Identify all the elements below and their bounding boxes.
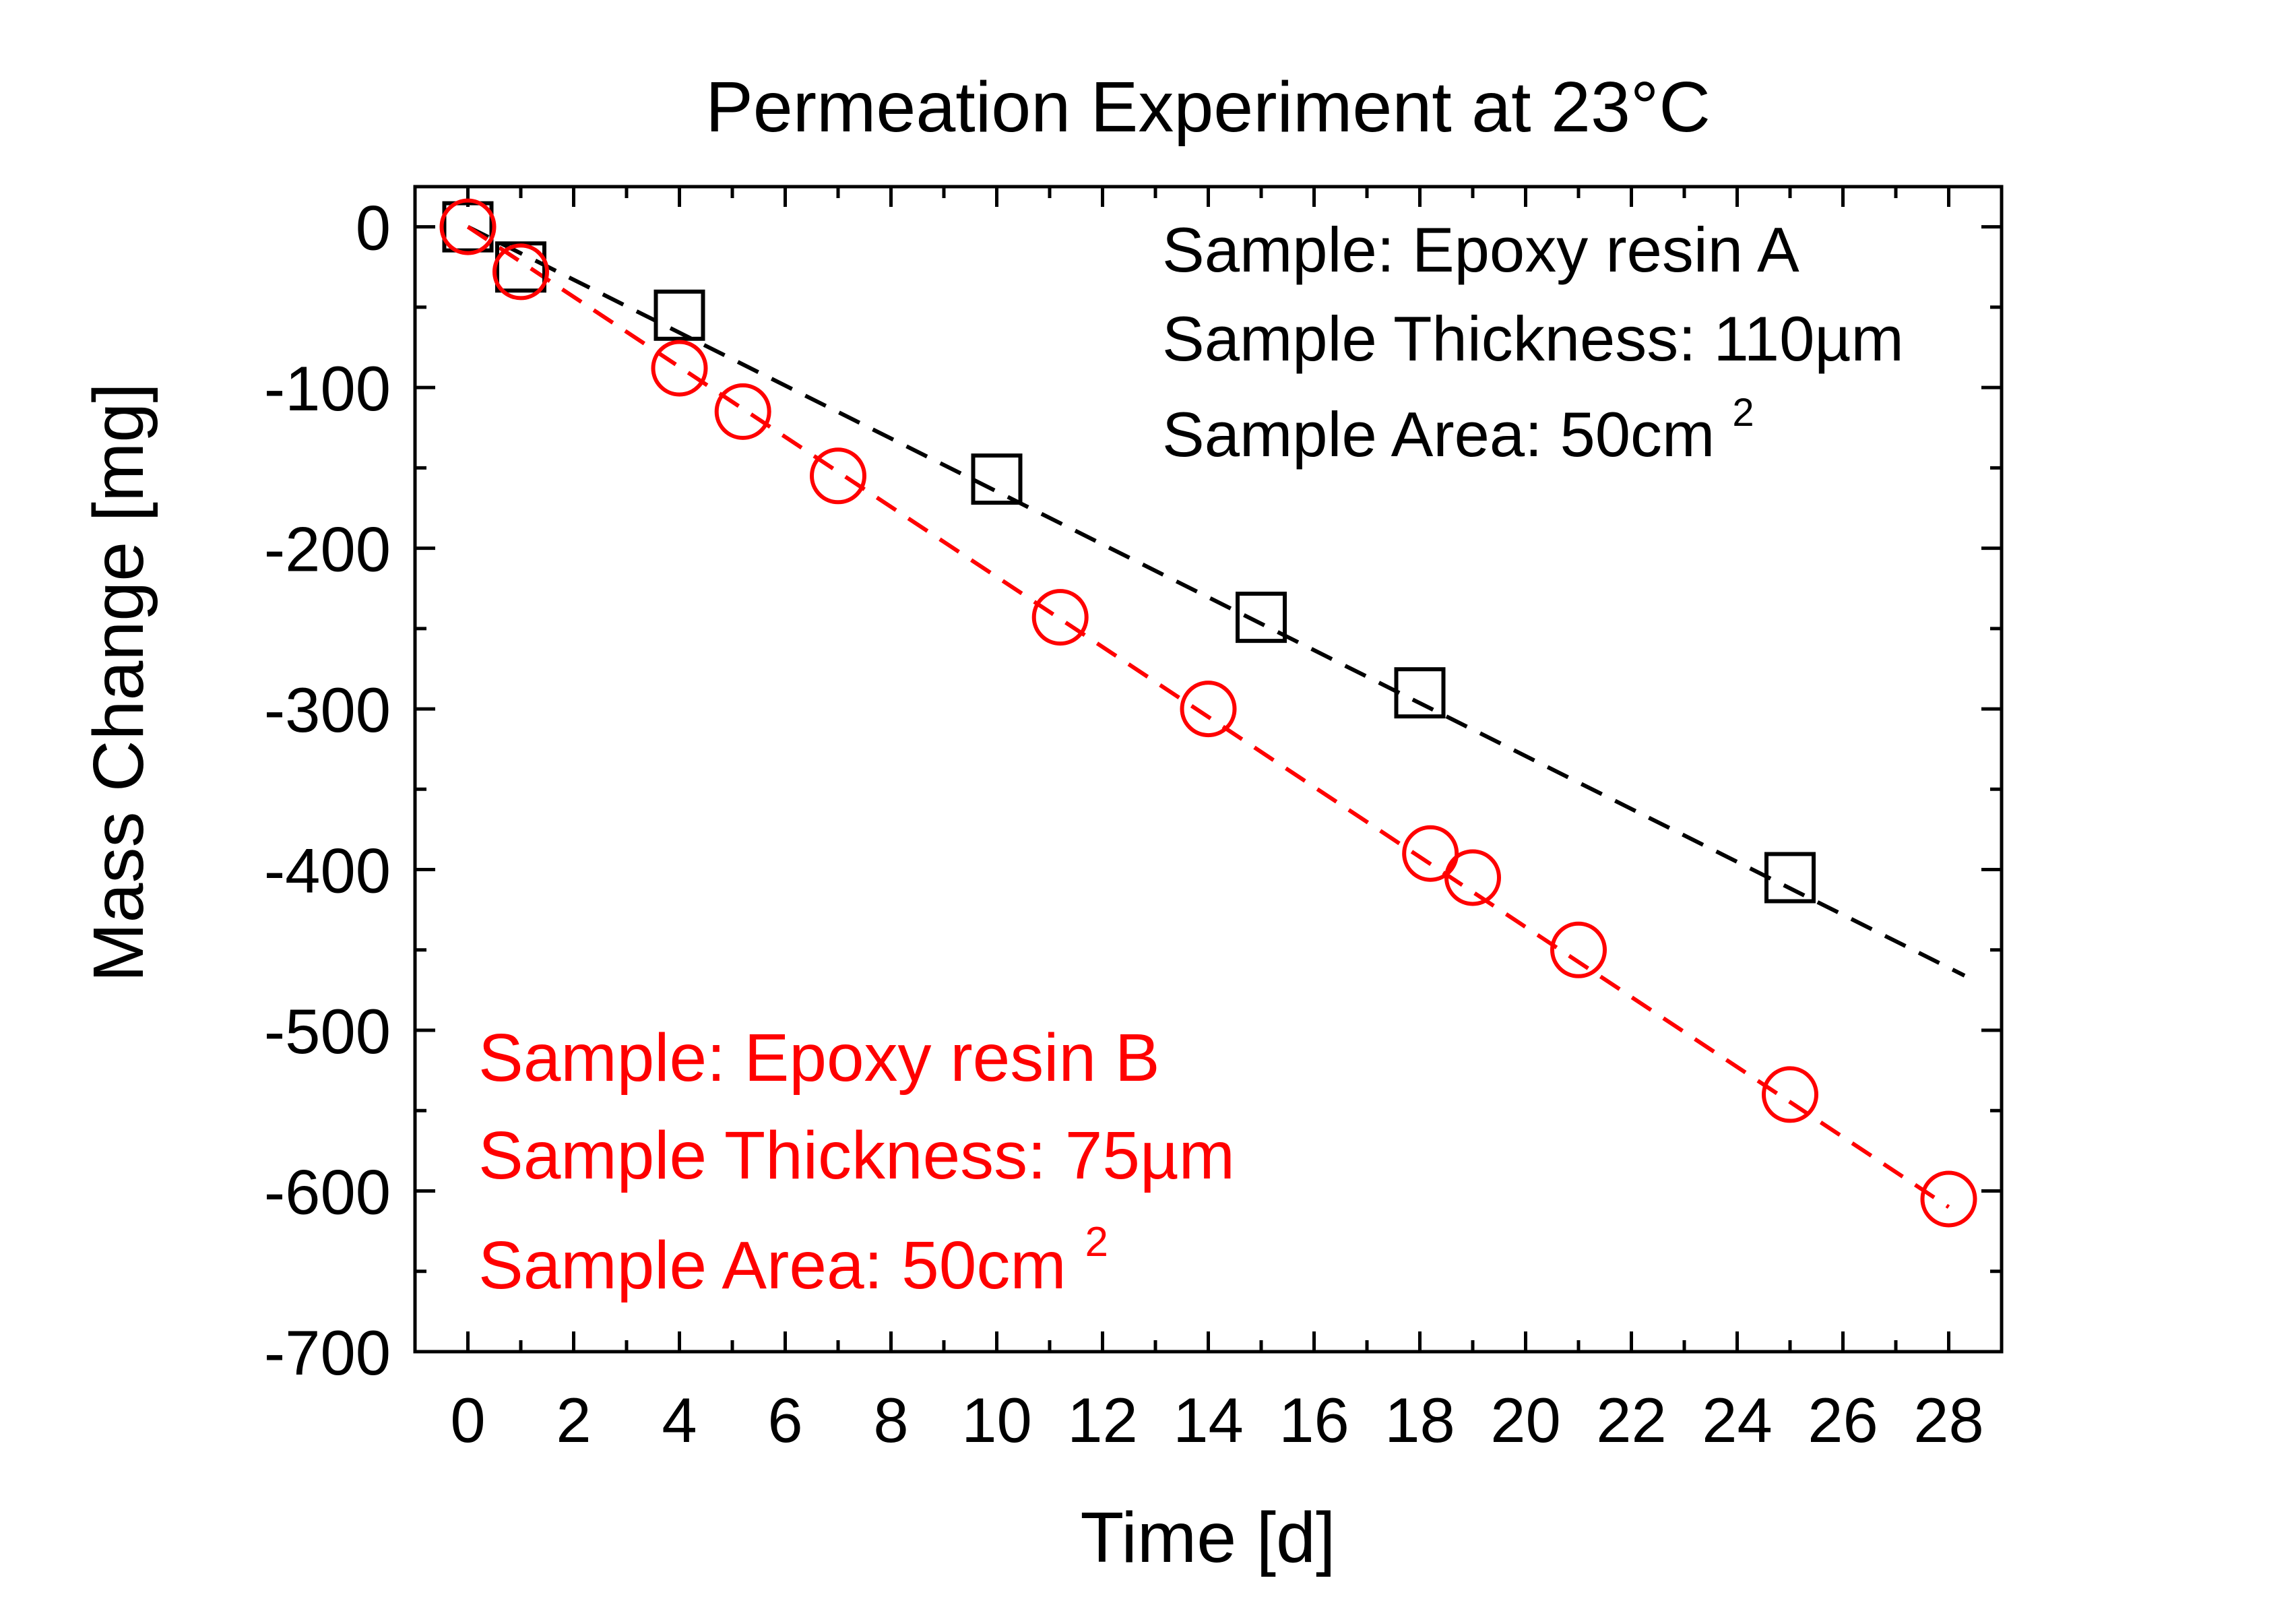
x-tick-label: 24: [1702, 1385, 1773, 1455]
x-tick-label: 8: [873, 1385, 908, 1455]
annotation-a-line3: Sample Area: 50cm: [1162, 399, 1715, 470]
circle-marker: [1402, 825, 1459, 882]
y-ticks: 0 -100 -200 -300 -400 -500 -600 -700: [264, 193, 2002, 1388]
x-tick-label: 2: [556, 1385, 591, 1455]
y-tick-label: -600: [264, 1157, 391, 1228]
y-axis-label: Mass Change [mg]: [79, 383, 158, 982]
x-ticks: 0 2 4 6 8 10 12 14 16 18 20 22 24 26 28: [450, 187, 1984, 1455]
x-axis-label: Time [d]: [1081, 1498, 1336, 1577]
x-tick-label: 14: [1173, 1385, 1244, 1455]
x-tick-label: 22: [1596, 1385, 1667, 1455]
circle-marker: [1762, 1066, 1818, 1123]
square-marker: [971, 453, 1023, 505]
annotation-b-line1: Sample: Epoxy resin B: [478, 1020, 1160, 1096]
fit-line-1: [467, 224, 1966, 978]
square-marker: [1764, 852, 1816, 904]
annotation-b-line2: Sample Thickness: 75µm: [478, 1118, 1235, 1193]
y-tick-label: -400: [264, 836, 391, 906]
annotation-a: Sample: Epoxy resin A Sample Thickness: …: [1162, 214, 1921, 470]
x-tick-label: 12: [1067, 1385, 1138, 1455]
circle-marker: [1031, 589, 1089, 646]
annotation-b-line3: Sample Area: 50cm: [478, 1228, 1066, 1303]
x-tick-label: 0: [450, 1385, 485, 1455]
circle-marker: [492, 243, 549, 301]
x-tick-label: 18: [1384, 1385, 1455, 1455]
square-marker: [495, 241, 546, 293]
fit-line-2: [466, 225, 1950, 1209]
circle-marker: [1920, 1170, 1977, 1228]
y-tick-label: -100: [264, 353, 391, 424]
circle-marker: [810, 447, 866, 505]
y-axis-label-group: Mass Change [mg]: [79, 383, 158, 982]
x-tick-label: 20: [1490, 1385, 1561, 1455]
square-marker: [1394, 667, 1446, 719]
x-tick-label: 28: [1913, 1385, 1984, 1455]
chart-title: Permeation Experiment at 23°C: [705, 67, 1711, 147]
circle-marker: [1444, 849, 1501, 906]
circle-marker: [1550, 921, 1607, 978]
y-tick-label: -300: [264, 674, 391, 745]
square-marker: [442, 201, 494, 253]
annotation-a-sup: 2: [1732, 391, 1754, 435]
x-tick-label: 10: [961, 1385, 1032, 1455]
x-tick-label: 4: [662, 1385, 697, 1455]
annotation-a-line2: Sample Thickness: 110µm: [1162, 303, 1904, 374]
x-tick-label: 16: [1279, 1385, 1349, 1455]
data-markers: [439, 198, 1977, 1228]
x-tick-label: 26: [1808, 1385, 1878, 1455]
square-marker: [653, 289, 705, 341]
annotation-b: Sample: Epoxy resin B Sample Thickness: …: [478, 1020, 1254, 1303]
circle-marker: [439, 198, 497, 255]
x-tick-label: 6: [767, 1385, 802, 1455]
y-tick-label: -700: [264, 1317, 391, 1388]
annotation-a-line1: Sample: Epoxy resin A: [1162, 214, 1799, 285]
circle-marker: [714, 383, 771, 440]
fit-lines: [466, 224, 1966, 1209]
circle-marker: [651, 340, 708, 397]
annotation-b-sup: 2: [1085, 1219, 1108, 1265]
y-tick-label: -200: [264, 514, 391, 585]
circle-marker: [1180, 681, 1237, 738]
y-tick-label: 0: [356, 193, 391, 263]
y-tick-label: -500: [264, 996, 391, 1067]
square-marker: [1236, 592, 1287, 643]
